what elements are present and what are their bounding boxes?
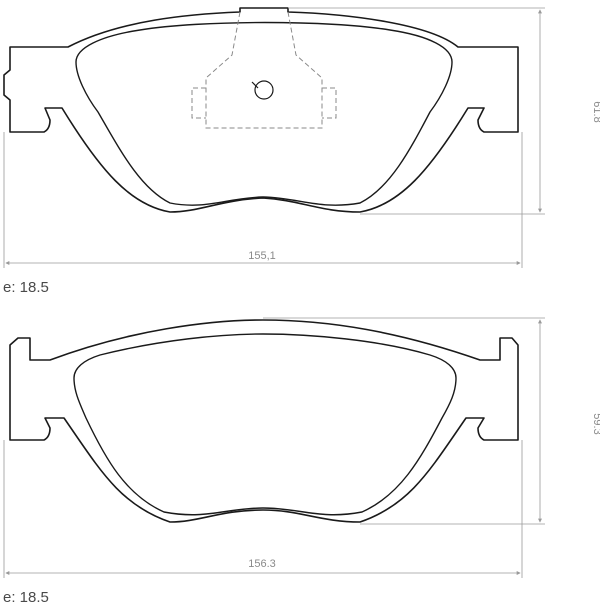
pad-top-sensor-mark <box>251 81 259 89</box>
pad-bottom-backplate <box>9 319 519 523</box>
pad-top-clip-outline <box>205 11 323 129</box>
pad-top-height-label: 61.8 <box>591 101 600 122</box>
pad-bottom-thickness-label: e: 18.5 <box>3 589 49 606</box>
pad-top-friction-material <box>75 21 453 206</box>
pad-bottom-height-label: 59.3 <box>591 413 600 434</box>
pad-bottom-dimensions: 156.3 59.3 <box>3 317 600 578</box>
pad-top-backplate <box>3 7 519 213</box>
brake-pad-bottom <box>9 319 519 523</box>
pad-top-dimensions: 155,1 61.8 <box>3 7 600 268</box>
brake-pad-top <box>3 7 519 213</box>
pad-bottom-friction-material <box>73 333 457 516</box>
pad-bottom-width-label: 156.3 <box>248 558 276 570</box>
pad-top-thickness-label: e: 18.5 <box>3 279 49 296</box>
pad-top-sensor-hole <box>254 80 274 100</box>
pad-top-width-label: 155,1 <box>248 250 276 262</box>
pad-top-clip-left-tab <box>191 87 206 119</box>
pad-top-clip-right-tab <box>322 87 337 119</box>
